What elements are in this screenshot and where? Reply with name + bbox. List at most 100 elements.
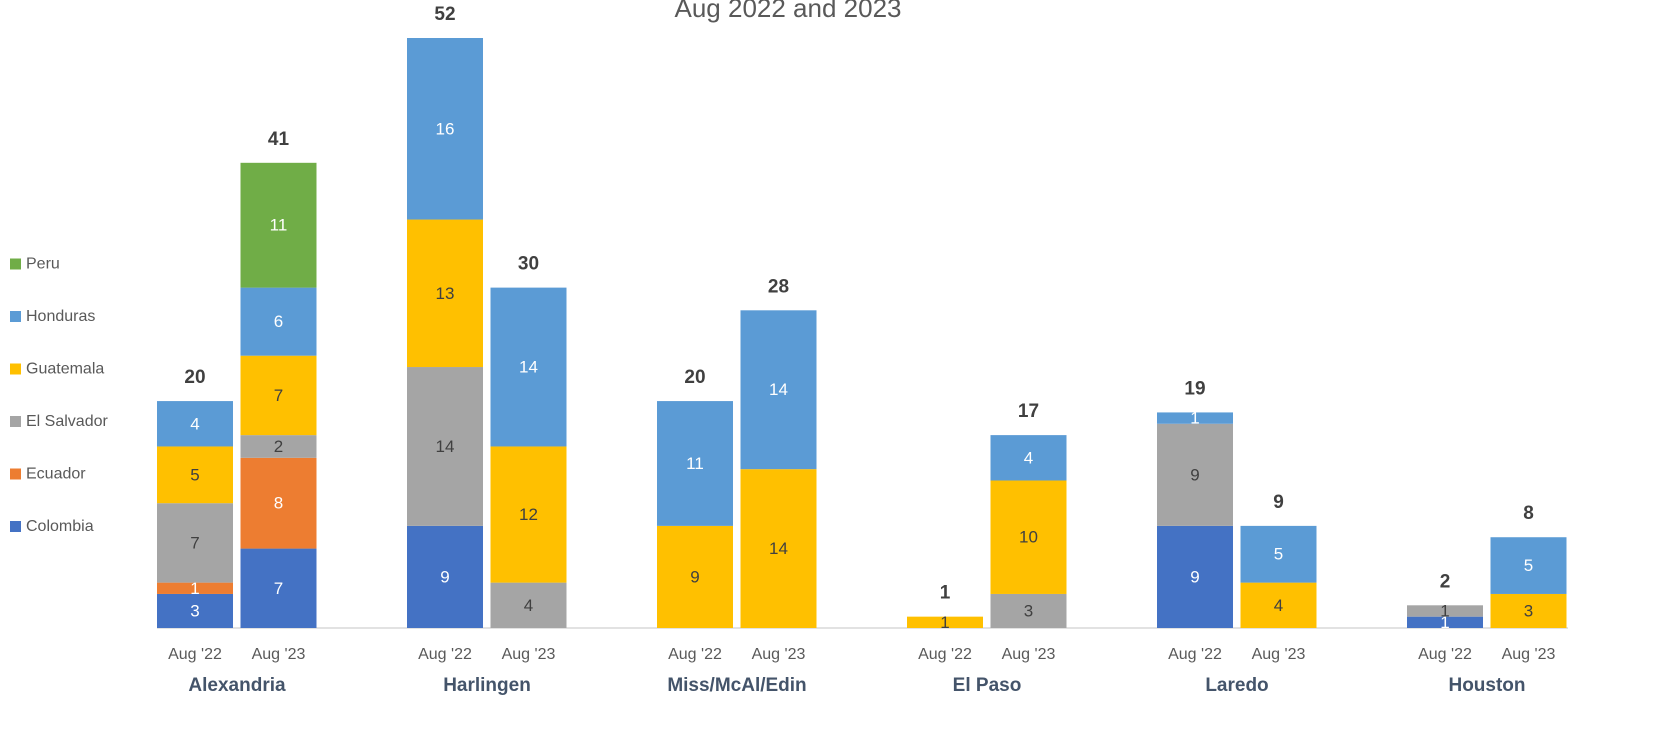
- data-label: 3: [1524, 601, 1533, 620]
- bar-segment: [157, 401, 233, 447]
- data-label: 8: [274, 494, 283, 513]
- data-label: 1: [1440, 613, 1449, 632]
- x-tick-label: Aug '22: [1168, 646, 1222, 663]
- bar-segment: [240, 548, 317, 628]
- data-label: 4: [1024, 448, 1033, 467]
- total-label: 28: [768, 276, 789, 297]
- bar-segment: [907, 616, 983, 628]
- bar-segment: [157, 593, 233, 628]
- bar-segment: [990, 435, 1067, 481]
- group-label: Harlingen: [443, 675, 531, 696]
- total-label: 30: [518, 254, 539, 275]
- legend-swatch: [10, 521, 21, 532]
- data-label: 4: [1274, 596, 1283, 615]
- x-tick-label: Aug '23: [1002, 646, 1056, 663]
- legend-label: El Salvador: [26, 413, 108, 430]
- bar-segment: [657, 525, 733, 628]
- bar-segment: [490, 287, 567, 447]
- data-label: 16: [436, 119, 455, 138]
- x-tick-label: Aug '22: [668, 646, 722, 663]
- bar-segment: [1240, 525, 1317, 583]
- data-label: 9: [690, 567, 699, 586]
- bar-segment: [240, 457, 317, 549]
- total-label: 20: [684, 367, 705, 388]
- data-label: 3: [190, 601, 199, 620]
- x-tick-label: Aug '23: [252, 646, 306, 663]
- x-tick-label: Aug '22: [918, 646, 972, 663]
- bar-segment: [157, 582, 233, 594]
- bar-segment: [990, 480, 1067, 594]
- x-tick-label: Aug '22: [168, 646, 222, 663]
- bar-segment: [740, 469, 817, 628]
- data-label: 14: [769, 380, 788, 399]
- data-label: 14: [769, 539, 788, 558]
- x-tick-label: Aug '23: [502, 646, 556, 663]
- data-label: 11: [270, 216, 288, 235]
- x-tick-label: Aug '23: [752, 646, 806, 663]
- x-tick-label: Aug '22: [418, 646, 472, 663]
- legend-label: Honduras: [26, 308, 95, 325]
- total-label: 20: [184, 367, 205, 388]
- bar-segment: [1157, 412, 1233, 424]
- x-tick-label: Aug '22: [1418, 646, 1472, 663]
- data-label: 5: [190, 465, 199, 484]
- legend-swatch: [10, 468, 21, 480]
- data-label: 1: [1190, 409, 1199, 428]
- bar-segment: [1490, 537, 1567, 594]
- legend-label: Colombia: [26, 518, 94, 535]
- total-label: 17: [1018, 401, 1039, 422]
- legend-swatch: [10, 311, 21, 322]
- bar-segment: [657, 401, 733, 526]
- data-label: 9: [440, 567, 449, 586]
- bar-segment: [157, 503, 233, 583]
- data-label: 1: [190, 579, 199, 598]
- data-label: 9: [1190, 567, 1199, 586]
- bar-segment: [1490, 593, 1567, 628]
- total-label: 2: [1440, 571, 1451, 592]
- data-label: 5: [1274, 545, 1283, 564]
- group-label: Alexandria: [188, 675, 286, 696]
- total-label: 19: [1184, 378, 1205, 399]
- data-label: 6: [274, 312, 283, 331]
- legend-label: Peru: [26, 256, 60, 273]
- bar-segment: [1240, 582, 1317, 628]
- bar-segment: [157, 446, 233, 504]
- bar-segment: [990, 593, 1067, 628]
- bar-segment: [1157, 525, 1233, 628]
- bar-segment: [1407, 616, 1483, 628]
- total-label: 8: [1523, 503, 1534, 524]
- total-label: 52: [434, 4, 455, 25]
- bar-segment: [407, 219, 483, 368]
- total-label: 9: [1273, 492, 1284, 513]
- data-label: 13: [436, 284, 455, 303]
- group-label: Laredo: [1205, 675, 1268, 696]
- chart-title: Aug 2022 and 2023: [675, 0, 902, 23]
- bar-segment: [1157, 423, 1233, 526]
- total-label: 41: [268, 129, 290, 150]
- data-label: 1: [940, 613, 949, 632]
- total-label: 1: [940, 583, 951, 604]
- bar-segment: [740, 310, 817, 470]
- legend-label: Guatemala: [26, 361, 104, 378]
- data-label: 4: [190, 414, 199, 433]
- data-label: 10: [1019, 528, 1038, 547]
- data-label: 11: [686, 454, 704, 473]
- bar-segment: [490, 446, 567, 583]
- data-label: 7: [274, 386, 283, 405]
- x-tick-label: Aug '23: [1252, 646, 1306, 663]
- data-label: 5: [1524, 556, 1533, 575]
- bar-segment: [407, 38, 483, 220]
- legend-label: Ecuador: [26, 466, 86, 483]
- data-label: 3: [1024, 601, 1033, 620]
- data-label: 14: [436, 437, 455, 456]
- group-label: Miss/McAl/Edin: [667, 675, 806, 696]
- data-label: 4: [524, 596, 533, 615]
- x-tick-label: Aug '23: [1502, 646, 1556, 663]
- bar-segment: [240, 287, 317, 356]
- group-label: El Paso: [953, 675, 1022, 696]
- bar-segment: [240, 435, 317, 458]
- data-label: 7: [274, 579, 283, 598]
- data-label: 12: [519, 505, 538, 524]
- data-label: 1: [1440, 601, 1449, 620]
- bar-segment: [490, 582, 567, 628]
